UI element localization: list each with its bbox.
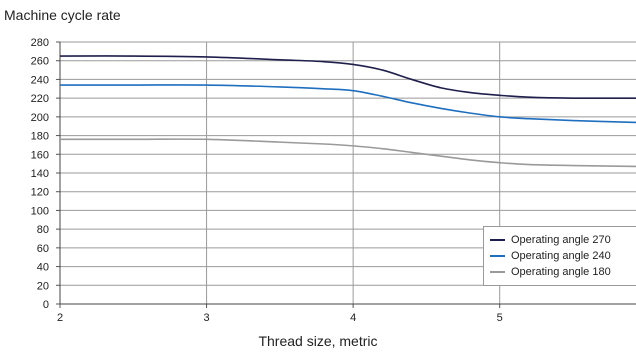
y-axis-title: Machine cycle rate bbox=[4, 7, 121, 23]
x-tick-label-3: 3 bbox=[204, 312, 210, 324]
y-tick-label-40: 40 bbox=[37, 262, 49, 274]
y-tick-label-220: 220 bbox=[31, 93, 49, 105]
legend-item-270: Operating angle 270 bbox=[490, 232, 611, 248]
series-lines bbox=[59, 55, 636, 168]
legend: Operating angle 270 Operating angle 240 … bbox=[483, 226, 636, 286]
y-tick-label-240: 240 bbox=[31, 74, 49, 86]
series-line-1 bbox=[60, 84, 636, 124]
y-tick-labels: 0 20 40 60 80 100 120 140 160 180 200 220 240 260 280 bbox=[31, 37, 49, 311]
legend-label-270: Operating angle 270 bbox=[511, 234, 611, 246]
y-tick-label-140: 140 bbox=[31, 168, 49, 180]
y-tick-label-280: 280 bbox=[31, 37, 49, 49]
legend-label-180: Operating angle 180 bbox=[511, 266, 611, 278]
legend-label-240: Operating angle 240 bbox=[511, 250, 611, 262]
x-tick-labels: 2 3 4 5 bbox=[57, 312, 503, 324]
legend-swatch-240 bbox=[490, 255, 505, 257]
y-tick-label-100: 100 bbox=[31, 205, 49, 217]
y-tick-label-80: 80 bbox=[37, 224, 49, 236]
y-tick-label-260: 260 bbox=[31, 56, 49, 68]
x-tick-label-4: 4 bbox=[350, 312, 356, 324]
legend-swatch-270 bbox=[490, 239, 505, 241]
y-tick-label-0: 0 bbox=[43, 299, 49, 311]
y-tick-label-20: 20 bbox=[37, 280, 49, 292]
y-tick-label-160: 160 bbox=[31, 149, 49, 161]
x-tick-label-5: 5 bbox=[497, 312, 503, 324]
legend-swatch-180 bbox=[490, 271, 505, 273]
y-tick-label-120: 120 bbox=[31, 187, 49, 199]
x-axis-title: Thread size, metric bbox=[258, 333, 378, 349]
y-tick-label-60: 60 bbox=[37, 243, 49, 255]
y-tick-label-180: 180 bbox=[31, 131, 49, 143]
grid-lines bbox=[60, 41, 636, 304]
legend-item-240: Operating angle 240 bbox=[490, 248, 611, 264]
y-tick-label-200: 200 bbox=[31, 112, 49, 124]
legend-item-180: Operating angle 180 bbox=[490, 264, 611, 280]
series-line-2 bbox=[60, 138, 636, 168]
x-tick-label-2: 2 bbox=[57, 312, 63, 324]
series-line-0 bbox=[59, 55, 636, 100]
